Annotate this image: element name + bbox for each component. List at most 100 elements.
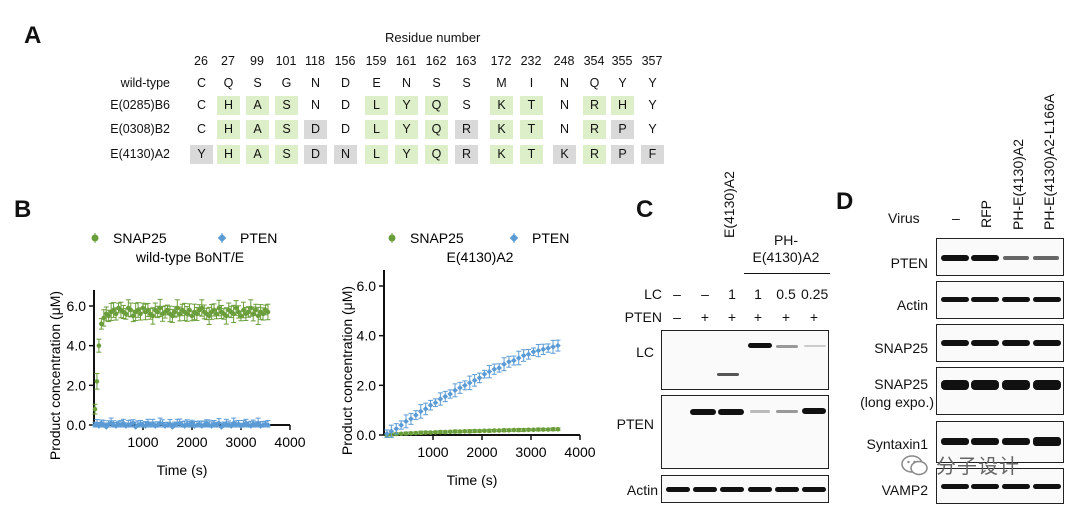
residue-cell: S [432,76,441,90]
blot-label-lc: LC [636,344,654,360]
residue-cell: D [304,120,327,139]
data-point [92,406,98,412]
blot-c-actin [661,475,829,503]
data-point [525,351,532,358]
residue-cell: L [365,145,388,164]
data-point [265,309,271,315]
residue-cell: D [340,98,351,112]
blot-c-pten [661,395,829,469]
data-point [413,412,419,418]
data-point [189,313,195,319]
data-point [536,427,541,432]
sequence-row-label: E(0285)B6 [110,98,170,112]
x-tick-label: 3000 [515,444,546,460]
data-point [140,305,146,311]
pten-value: + [700,309,710,325]
data-point [130,313,136,319]
residue-cell: Y [395,96,418,115]
blot-d-pten [936,238,1064,276]
residue-cell: H [217,96,240,115]
residue-cell: N [334,145,357,164]
y-tick-label: 6.0 [67,298,87,314]
residue-number: 162 [425,54,447,68]
data-point [106,313,111,319]
data-point [447,429,453,435]
data-point [550,426,556,432]
data-point [403,418,409,425]
residue-cell: K [490,145,513,164]
residue-cell: N [401,76,412,90]
residue-cell: K [490,96,513,115]
data-point [101,315,107,321]
data-point [113,311,119,317]
y-tick-label: 6.0 [357,278,377,294]
x-tick-label: 3000 [225,434,256,450]
data-point [241,307,246,313]
residue-cell: Q [223,76,234,90]
residue-number: 26 [194,54,208,68]
residue-cell: Y [648,76,657,90]
data-point [96,343,102,348]
data-point [403,431,409,436]
x-tick-label: 4000 [274,434,305,450]
x-axis-label: Time (s) [157,462,208,478]
panel-c-letter: C [636,196,654,223]
blot-d-snap25-long [936,367,1064,415]
data-point [384,430,390,437]
residue-number: 248 [553,54,575,68]
row-pten-label: PTEN [624,309,662,325]
residue-cell: D [304,145,327,164]
legend-label: PTEN [532,230,569,246]
sequence-row-label: E(4130)A2 [110,147,170,161]
data-point [535,347,542,354]
data-point [432,399,439,406]
residue-number: 118 [305,54,325,68]
data-point [491,366,498,373]
data-point [481,371,488,377]
residue-cell: S [275,96,298,115]
x-tick-label: 1000 [127,434,158,450]
blot-d-snap25 [936,324,1064,362]
residue-cell: H [217,145,240,164]
virus-label: Virus [888,210,920,226]
data-point [452,387,458,394]
data-point [255,313,261,319]
residue-cell: S [253,76,262,90]
y-tick-label: 2.0 [357,377,377,393]
data-point [417,408,424,415]
lane-header-ph-group: PH-E(4130)A2 [746,232,826,266]
data-point [530,348,537,355]
data-point [452,429,458,434]
data-point [496,365,502,371]
residue-number: 355 [611,54,633,68]
residue-cell: F [641,145,664,164]
lc-value: 1 [754,286,762,302]
watermark-text: 分子设计 [936,454,1020,478]
sequence-row-label: E(0308)B2 [110,122,170,136]
data-point [398,431,404,437]
residue-cell: Q [425,96,448,115]
residue-cell: M [496,76,507,90]
wechat-icon [901,454,928,475]
residue-cell: R [583,96,606,115]
data-point [172,309,178,315]
lc-value: 1 [728,286,736,302]
data-point [236,309,241,315]
blot-label-d-snap25-long: SNAP25 [874,376,928,392]
data-point [506,358,512,365]
residue-cell: A [246,145,269,164]
data-point [437,396,444,402]
blot-label-d-long-expo: (long expo.) [860,394,934,410]
data-point [184,311,190,317]
residue-cell: R [455,120,478,139]
data-point [540,427,546,432]
data-point [501,427,507,433]
residue-cell: Y [395,145,418,164]
residue-cell: R [583,120,606,139]
data-point [428,430,433,435]
panel-b-letter: B [14,196,32,223]
data-point [253,307,258,313]
pten-value: – [673,309,681,325]
residue-cell: H [611,96,634,115]
legend-label: SNAP25 [113,230,167,246]
